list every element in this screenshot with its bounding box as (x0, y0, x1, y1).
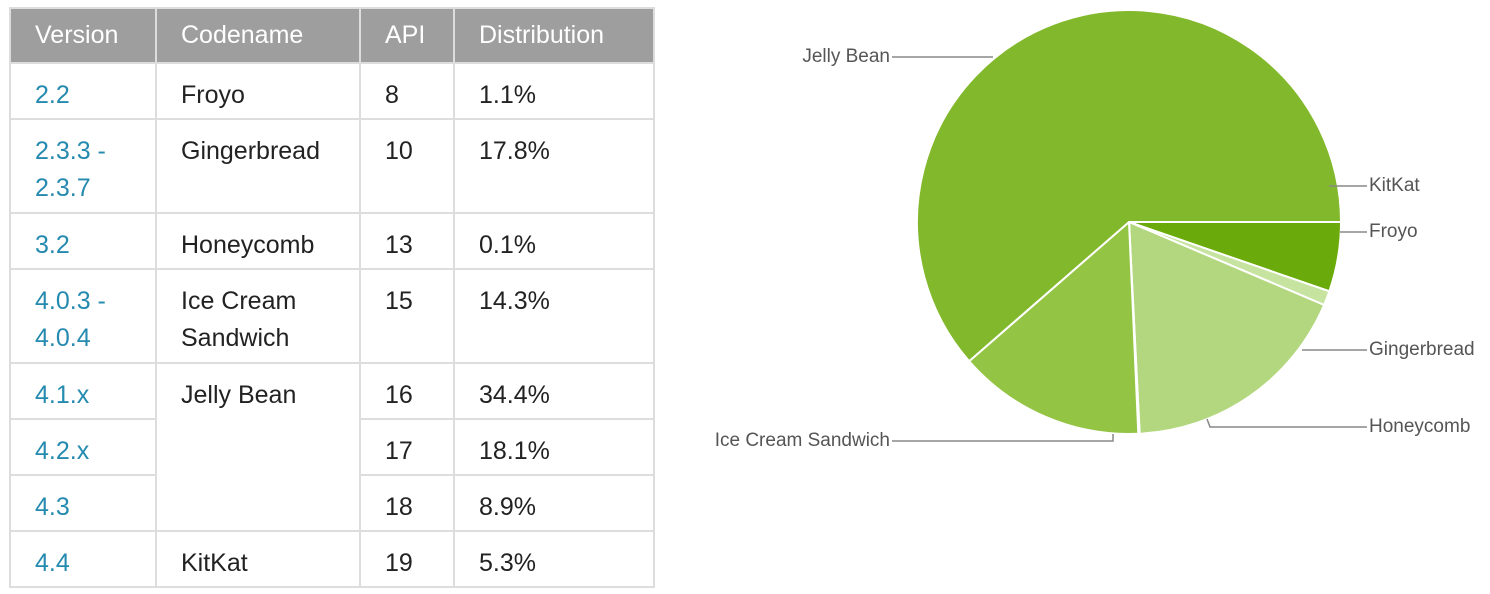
api-cell: 19 (359, 530, 455, 588)
header-version: Version (9, 7, 157, 64)
version-link[interactable]: 2.2 (35, 81, 70, 109)
api-cell: 18 (359, 474, 455, 532)
table-row: 4.4 KitKat 19 5.3% (9, 530, 655, 588)
version-cell: 4.3 (9, 474, 157, 532)
distribution-cell: 0.1% (453, 212, 655, 270)
version-cell: 4.1.x (9, 362, 157, 420)
header-codename: Codename (155, 7, 361, 64)
api-cell: 8 (359, 62, 455, 120)
api-cell: 15 (359, 268, 455, 364)
codename-line: Sandwich (181, 324, 290, 352)
api-cell: 13 (359, 212, 455, 270)
codename-cell: Ice Cream Sandwich (155, 268, 361, 364)
codename-cell: Froyo (155, 62, 361, 120)
header-api: API (359, 7, 455, 64)
pie-slice-gingerbread (1127, 220, 1326, 435)
distribution-cell: 17.8% (453, 118, 655, 214)
table-row: 4.1.x Jelly Bean 16 34.4% (9, 362, 655, 532)
distribution-cell: 18.1% (453, 418, 655, 476)
version-cell: 3.2 (9, 212, 157, 270)
codename-cell: Jelly Bean (155, 362, 361, 532)
slice-label-ice-cream-sandwich: Ice Cream Sandwich (715, 430, 890, 451)
codename-cell: KitKat (155, 530, 361, 588)
codename-cell: Honeycomb (155, 212, 361, 270)
slice-label-honeycomb: Honeycomb (1369, 416, 1470, 437)
version-link[interactable]: 4.3 (35, 493, 70, 521)
table-row: 4.0.3 - 4.0.4 Ice Cream Sandwich 15 14.3% (9, 268, 655, 364)
distribution-pie-chart: KitKat Froyo Gingerbread Honeycomb Ice Cream… (715, 9, 1475, 451)
version-cell: 2.3.3 - 2.3.7 (9, 118, 157, 214)
version-link[interactable]: 4.1.x (35, 381, 90, 409)
slice-label-kitkat: KitKat (1369, 175, 1420, 196)
table-row: 2.3.3 - 2.3.7 Gingerbread 10 17.8% (9, 118, 655, 214)
distribution-cell: 5.3% (453, 530, 655, 588)
version-link[interactable]: 4.2.x (35, 437, 90, 465)
distribution-cell: 8.9% (453, 474, 655, 532)
table-row: 2.2 Froyo 8 1.1% (9, 62, 655, 120)
distribution-cell: 14.3% (453, 268, 655, 364)
distribution-cell: 34.4% (453, 362, 655, 420)
version-link[interactable]: 4.4 (35, 549, 70, 577)
version-cell: 2.2 (9, 62, 157, 120)
header-distribution: Distribution (453, 7, 655, 64)
version-line: 2.3.7 (35, 174, 91, 202)
version-line: 4.0.4 (35, 324, 91, 352)
table-header-row: Version Codename API Distribution (9, 7, 655, 64)
leader-line-ice-cream-sandwich (892, 434, 1114, 442)
pie-slice-jelly-bean (916, 9, 1343, 363)
leader-line-honeycomb (1206, 418, 1367, 428)
codename-cell: Gingerbread (155, 118, 361, 214)
version-link[interactable]: 3.2 (35, 231, 70, 259)
version-cell: 4.0.3 - 4.0.4 (9, 268, 157, 364)
api-cell: 10 (359, 118, 455, 214)
table-row: 4.2.x 17 18.1% (9, 418, 655, 476)
distribution-table: Version Codename API Distribution 2.2 Fr… (9, 7, 655, 588)
slice-label-froyo: Froyo (1369, 221, 1418, 242)
codename-line: Ice Cream (181, 287, 297, 315)
version-link[interactable]: 2.3.3 - 2.3.7 (35, 137, 106, 202)
version-cell: 4.4 (9, 530, 157, 588)
slice-label-jelly-bean: Jelly Bean (802, 46, 890, 67)
version-line: 4.0.3 - (35, 287, 106, 315)
table-row: 3.2 Honeycomb 13 0.1% (9, 212, 655, 270)
table-row: 4.3 18 8.9% (9, 474, 655, 532)
api-cell: 16 (359, 362, 455, 420)
version-link[interactable]: 4.0.3 - 4.0.4 (35, 287, 106, 352)
version-line: 2.3.3 - (35, 137, 106, 165)
pie-slice-ice-cream-sandwich (967, 219, 1140, 435)
distribution-cell: 1.1% (453, 62, 655, 120)
slice-label-gingerbread: Gingerbread (1369, 339, 1475, 360)
version-cell: 4.2.x (9, 418, 157, 476)
api-cell: 17 (359, 418, 455, 476)
